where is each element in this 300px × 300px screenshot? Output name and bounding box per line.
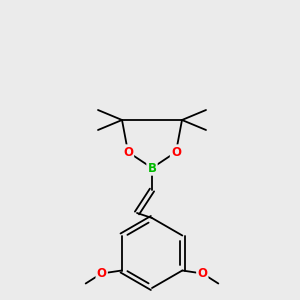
Text: O: O <box>197 267 207 280</box>
Text: O: O <box>123 146 133 158</box>
Text: B: B <box>148 161 157 175</box>
Text: O: O <box>171 146 181 158</box>
Text: O: O <box>97 267 107 280</box>
